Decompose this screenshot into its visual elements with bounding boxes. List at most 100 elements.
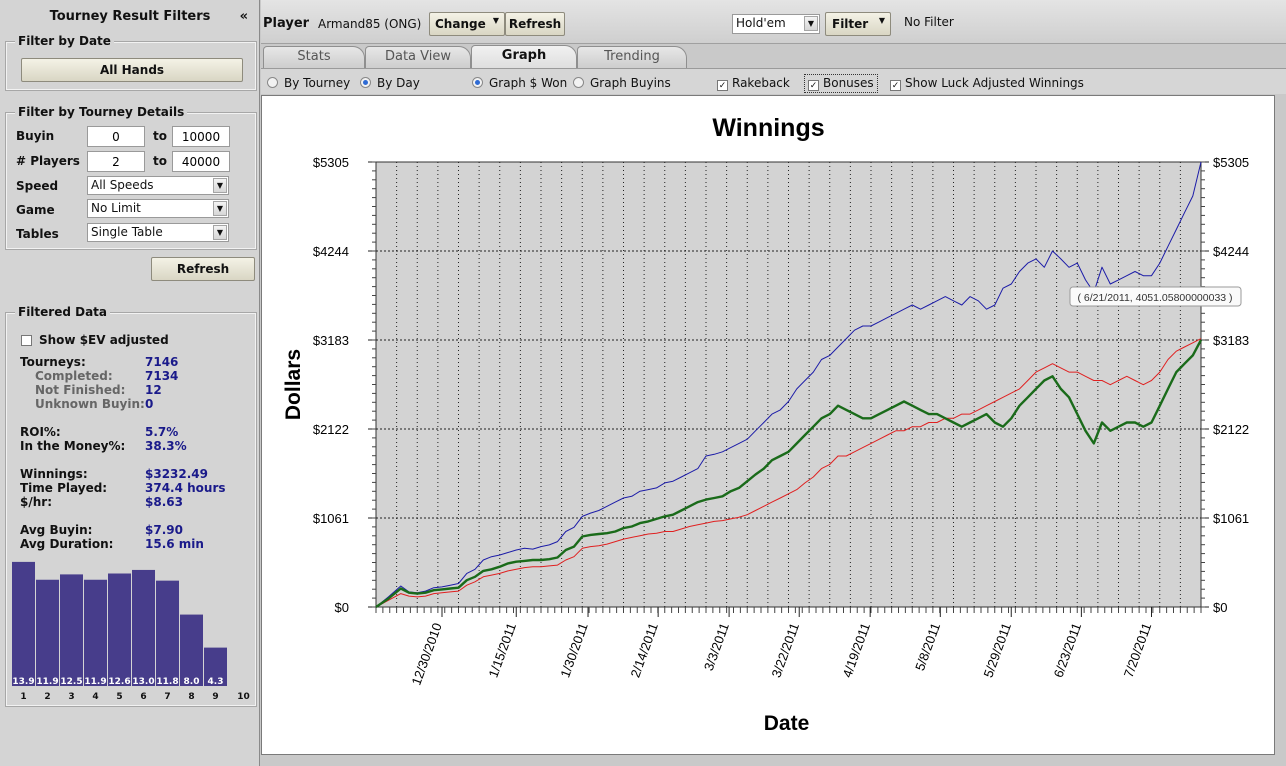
per-hour-label: $/hr: (20, 495, 52, 509)
tab-data-view[interactable]: Data View (365, 46, 471, 68)
filter-button[interactable]: Filter ▼ (825, 12, 891, 36)
y-tick-label-right: $3183 (1213, 333, 1249, 348)
finish-bar (204, 647, 227, 686)
finish-bar-label: 11.9 (36, 677, 58, 687)
x-axis-label: Date (764, 712, 810, 735)
change-player-button[interactable]: Change ▼ (429, 12, 505, 36)
graph-buyins-radio[interactable]: Graph Buyins (573, 76, 671, 90)
bonuses-label: Bonuses (823, 76, 874, 90)
tab-stats[interactable]: Stats (263, 46, 365, 68)
data-tooltip: ( 6/21/2011, 4051.05800000033 ) (1069, 286, 1242, 307)
itm-value: 38.3% (145, 439, 187, 453)
ev-checkbox[interactable] (21, 334, 40, 348)
players-max-input[interactable] (172, 151, 230, 172)
buyin-min-input[interactable] (87, 126, 145, 147)
buyin-max-input[interactable] (172, 126, 230, 147)
by-tourney-radio[interactable]: By Tourney (267, 76, 350, 90)
y-axis-label: Dollars (282, 349, 305, 420)
x-tick-label: 5/8/2011 (912, 621, 943, 673)
chevron-down-icon[interactable]: ▼ (213, 201, 227, 216)
x-tick-label: 1/15/2011 (486, 621, 520, 680)
toolbar-refresh-button[interactable]: Refresh (505, 12, 565, 36)
chevron-down-icon[interactable]: ▼ (213, 225, 227, 240)
chevron-down-icon: ▼ (878, 16, 885, 25)
radio-on-icon[interactable] (472, 77, 483, 88)
sidebar-refresh-button[interactable]: Refresh (151, 257, 255, 281)
collapse-icon[interactable]: « (239, 9, 248, 24)
luck-adjusted-checkbox[interactable]: ✓ Show Luck Adjusted Winnings (890, 76, 1084, 91)
speed-select[interactable]: All Speeds ▼ (87, 176, 229, 195)
filter-by-details-group: Filter by Tourney Details Buyin to # Pla… (5, 105, 257, 250)
all-hands-button[interactable]: All Hands (21, 58, 243, 82)
avg-buyin-value: $7.90 (145, 523, 183, 537)
game-label: Game (16, 203, 55, 217)
not-finished-value: 12 (145, 383, 162, 397)
finish-bar-label: 11.9 (84, 677, 106, 687)
sidebar-title: Tourney Result Filters « (4, 6, 256, 28)
winnings-chart[interactable]: Winnings $0 $0 $1061 $1061 $2122 $2122 $3183 $31… (262, 96, 1274, 754)
tables-select[interactable]: Single Table ▼ (87, 223, 229, 242)
players-label: # Players (16, 154, 80, 168)
finish-bar-label: 13.0 (132, 677, 154, 687)
y-tick-label-right: $5305 (1213, 155, 1249, 170)
luck-adjusted-label: Show Luck Adjusted Winnings (905, 76, 1084, 90)
check-icon[interactable]: ✓ (808, 80, 819, 91)
time-played-label: Time Played: (20, 481, 108, 495)
y-tick-label-left: $0 (335, 600, 349, 615)
finish-bar (108, 573, 131, 686)
chart-panel: Winnings $0 $0 $1061 $1061 $2122 $2122 $3183 $31… (261, 95, 1275, 755)
filters-sidebar: Tourney Result Filters « Filter by Date … (0, 0, 260, 766)
winnings-label: Winnings: (20, 467, 88, 481)
finish-bar-label: 4.3 (208, 677, 224, 687)
check-icon[interactable]: ✓ (890, 80, 901, 91)
x-tick-label: 3/3/2011 (701, 621, 732, 673)
graph-buyins-label: Graph Buyins (590, 76, 671, 90)
radio-off-icon[interactable] (267, 77, 278, 88)
game-type-select[interactable]: Hold'em ▼ (732, 14, 820, 34)
check-icon[interactable]: ✓ (717, 80, 728, 91)
ev-checkbox-box[interactable] (21, 335, 32, 346)
graph-options-bar: By Tourney By Day Graph $ Won Graph Buyi… (261, 68, 1286, 94)
y-tick-label-left: $4244 (313, 244, 349, 259)
players-min-input[interactable] (87, 151, 145, 172)
tab-graph[interactable]: Graph (471, 45, 577, 69)
radio-on-icon[interactable] (360, 77, 371, 88)
by-tourney-label: By Tourney (284, 76, 351, 90)
y-tick-label-left: $3183 (313, 333, 349, 348)
radio-off-icon[interactable] (573, 77, 584, 88)
finish-position-tick: 8 (188, 692, 194, 702)
chevron-down-icon[interactable]: ▼ (213, 178, 227, 193)
finish-bar (12, 561, 35, 686)
by-day-radio[interactable]: By Day (360, 76, 420, 90)
finish-position-tick: 1 (20, 692, 26, 702)
view-tabs: Stats Data View Graph Trending (261, 44, 1286, 69)
filtered-data-title: Filtered Data (15, 305, 111, 319)
filter-status: No Filter (904, 15, 954, 29)
filter-by-date-title: Filter by Date (15, 34, 114, 48)
x-tick-label: 7/20/2011 (1121, 621, 1155, 680)
chevron-down-icon: ▼ (492, 16, 499, 25)
chevron-down-icon[interactable]: ▼ (804, 16, 818, 31)
unknown-buyin-label: Unknown Buyin: (35, 397, 145, 411)
finish-bar-label: 8.0 (184, 677, 200, 687)
finish-position-tick: 5 (116, 692, 122, 702)
finish-bar-label: 12.6 (108, 677, 130, 687)
finish-bar (180, 614, 203, 686)
bonuses-checkbox[interactable]: ✓ Bonuses (804, 74, 878, 93)
finish-bar (84, 579, 107, 686)
rakeback-checkbox[interactable]: ✓ Rakeback (717, 76, 790, 91)
finish-bar-label: 13.9 (12, 677, 34, 687)
finish-bar (156, 580, 179, 686)
y-tick-label-left: $1061 (313, 511, 349, 526)
tables-label: Tables (16, 227, 59, 241)
graph-won-radio[interactable]: Graph $ Won (472, 76, 567, 90)
finish-position-tick: 3 (68, 692, 74, 702)
x-tick-label: 3/22/2011 (768, 621, 802, 680)
tab-trending[interactable]: Trending (577, 46, 687, 68)
player-label: Player (263, 16, 310, 31)
game-select[interactable]: No Limit ▼ (87, 199, 229, 218)
x-tick-label: 5/29/2011 (981, 621, 1015, 680)
x-tick-label: 4/19/2011 (839, 621, 873, 680)
x-tick-label: 6/23/2011 (1051, 621, 1085, 680)
roi-label: ROI%: (20, 425, 61, 439)
